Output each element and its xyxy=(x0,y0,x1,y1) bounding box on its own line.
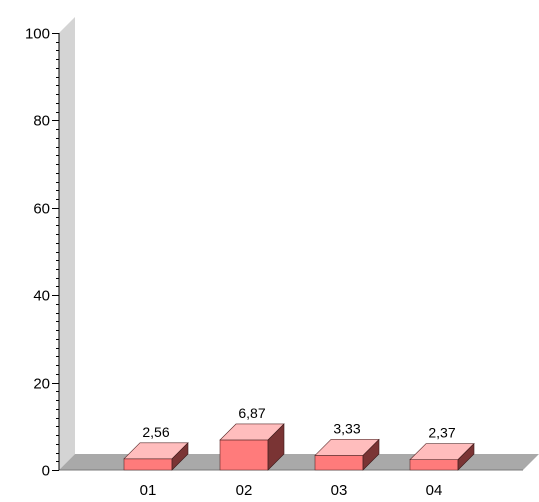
bar-side-face xyxy=(267,423,285,471)
y-axis-ticks: 0 20 40 60 80 100 xyxy=(25,26,59,480)
y-tick-label: 40 xyxy=(33,288,50,305)
bar-side-face xyxy=(171,442,189,471)
bar-03 xyxy=(314,438,380,471)
x-tick-label: 03 xyxy=(331,482,348,499)
bar-02 xyxy=(219,423,285,471)
bar-front-face xyxy=(409,459,459,471)
bar-front-face xyxy=(314,455,364,471)
x-tick-label: 01 xyxy=(140,482,157,499)
bar-side-face xyxy=(362,438,380,471)
bar-04 xyxy=(409,442,475,471)
x-tick-label: 04 xyxy=(426,482,443,499)
y-tick-label: 0 xyxy=(42,463,50,480)
bar-front-face xyxy=(123,458,173,471)
data-label: 3,33 xyxy=(333,420,360,436)
data-label: 2,56 xyxy=(142,424,169,440)
chart-back-wall xyxy=(59,17,75,470)
x-axis-labels: 01 02 03 04 xyxy=(140,482,443,499)
back-wall-panel xyxy=(59,17,75,470)
y-tick-label: 80 xyxy=(33,113,50,130)
bars xyxy=(123,423,475,471)
y-tick-label: 100 xyxy=(25,26,50,43)
x-tick-label: 02 xyxy=(236,482,253,499)
bar-front-face xyxy=(219,439,269,471)
y-tick-label: 20 xyxy=(33,376,50,393)
bar-side-face xyxy=(457,442,475,471)
data-label: 6,87 xyxy=(238,405,265,421)
y-tick-label: 60 xyxy=(33,201,50,218)
bar-01 xyxy=(123,442,189,471)
data-labels: 2,56 6,87 3,33 2,37 xyxy=(142,405,455,441)
data-label: 2,37 xyxy=(428,425,455,441)
